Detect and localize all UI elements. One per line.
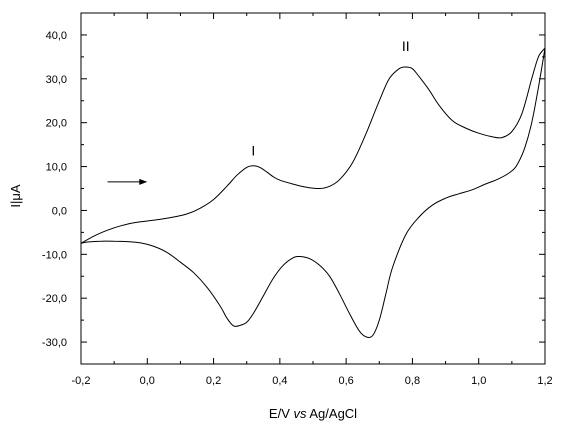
y-tick-label: -10,0 (42, 249, 67, 261)
y-tick-label: 0,0 (52, 205, 67, 217)
x-tick-label: 0,6 (338, 375, 353, 387)
y-tick-label: -20,0 (42, 293, 67, 305)
x-tick-label: 0,4 (272, 375, 287, 387)
y-tick-label: 40,0 (46, 30, 67, 42)
y-tick-label: 20,0 (46, 118, 67, 130)
x-axis-label-vs: vs (293, 406, 307, 421)
x-tick-label: 1,2 (537, 375, 552, 387)
x-axis-label-part: Ag/AgCl (306, 406, 357, 421)
y-tick-label: -30,0 (42, 337, 67, 349)
x-tick-label: 0,2 (206, 375, 221, 387)
x-tick-label: 1,0 (471, 375, 486, 387)
scan-direction-arrow-head (139, 178, 148, 185)
series (80, 47, 546, 338)
peak-label: I (251, 143, 255, 159)
anodic-scan-line (80, 47, 546, 244)
y-tick-label: 10,0 (46, 162, 67, 174)
x-tick-label: 0,8 (405, 375, 420, 387)
x-axis-label: E/V vs Ag/AgCl (269, 406, 357, 421)
x-tick-label: -0,2 (72, 375, 91, 387)
x-tick-label: 0,0 (140, 375, 155, 387)
cathodic-scan-line (80, 48, 546, 338)
x-axis-label-part: E/V (269, 406, 294, 421)
peak-label: II (402, 38, 410, 54)
annotations: III (107, 38, 410, 185)
y-axis-label: I|μA (8, 184, 23, 207)
y-tick-label: 30,0 (46, 74, 67, 86)
ticks: -0,2 0,0 0,2 0,4 0,6 0,8 1,0 1,2 -30,0 -20,0 -10,0… (42, 12, 553, 387)
